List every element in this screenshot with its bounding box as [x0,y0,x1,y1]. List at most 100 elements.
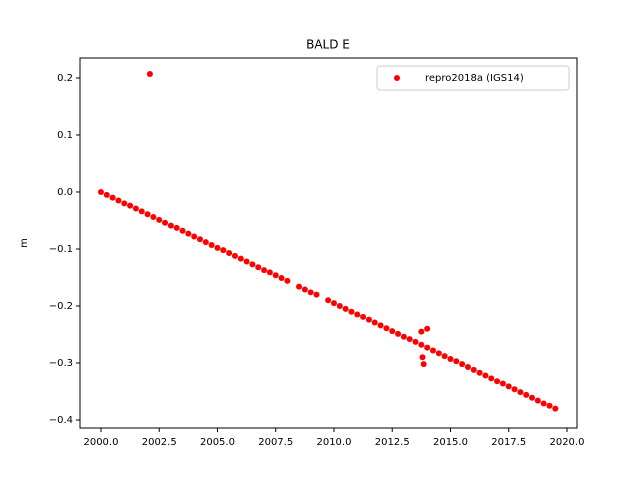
chart-title: BALD E [306,38,350,52]
data-point [214,244,221,251]
data-point [488,375,495,382]
y-tick-label: 0.0 [57,187,73,198]
data-point [494,378,501,385]
legend-marker [394,75,400,81]
data-point [146,70,153,77]
plot-frame [79,57,578,429]
data-point [109,194,116,201]
x-tick-label: 2010.0 [316,437,351,448]
data-point [435,350,442,357]
data-point [330,300,337,307]
x-tick-label: 2005.0 [200,437,235,448]
data-point [534,397,541,404]
data-point [127,202,134,209]
data-point [208,241,215,248]
data-point [377,322,384,329]
data-point [272,272,279,279]
data-point [511,386,518,393]
data-point [156,216,163,223]
data-point [499,380,506,387]
data-point [395,330,402,337]
x-tick-label: 2000.0 [83,437,118,448]
data-point [540,400,547,407]
y-tick-label: −0.1 [49,244,73,255]
data-point [406,336,413,343]
data-point [371,319,378,326]
data-point [453,358,460,365]
x-tick-label: 2007.5 [258,437,293,448]
data-point [365,316,372,323]
data-point [185,230,192,237]
data-point [552,405,559,412]
data-point [420,361,427,368]
data-point [301,286,308,293]
data-point [470,366,477,373]
y-axis-label: m [19,238,30,248]
data-point [482,372,489,379]
data-point [546,402,553,409]
data-point [441,353,448,360]
data-point [342,305,349,312]
data-point [389,328,396,335]
y-tick-label: 0.2 [57,73,73,84]
data-point [220,247,227,254]
data-point [505,383,512,390]
data-point [150,214,157,221]
data-point [336,302,343,309]
data-point [196,236,203,243]
data-point [237,255,244,262]
legend-label: repro2018a (IGS14) [425,73,524,84]
data-point [173,224,180,231]
data-point [360,313,367,320]
data-point [115,197,122,204]
data-point [167,222,174,229]
data-point [464,363,471,370]
data-point [202,239,209,246]
data-point [121,200,128,207]
data-point [383,325,390,332]
data-point [412,338,419,345]
data-point [162,219,169,226]
data-point [418,328,425,335]
data-point [103,191,110,198]
data-point [249,261,256,268]
data-point [523,391,530,398]
data-point [348,308,355,315]
data-point [132,205,139,212]
data-point [447,356,454,363]
y-tick-label: −0.4 [49,415,73,426]
data-point [419,354,426,361]
data-point [261,267,268,274]
data-point [296,283,303,290]
data-point [278,275,285,282]
data-point [243,258,250,265]
y-tick-label: 0.1 [57,130,73,141]
data-point [179,227,186,234]
data-point [424,344,431,351]
data-point [144,211,151,218]
data-point [313,291,320,298]
x-tick-label: 2015.0 [433,437,468,448]
data-point [97,188,104,195]
data-point [459,361,466,368]
x-tick-label: 2020.0 [549,437,584,448]
y-tick-label: −0.3 [49,358,73,369]
data-point [325,297,332,304]
data-point [284,277,291,284]
data-point [226,249,233,256]
data-point [476,369,483,376]
data-point [266,269,273,276]
data-point [255,264,262,271]
x-tick-label: 2002.5 [142,437,177,448]
data-point [307,289,314,296]
x-tick-label: 2012.5 [375,437,410,448]
data-point [430,347,437,354]
data-point [418,341,425,348]
data-point [529,394,536,401]
data-point [191,233,198,240]
data-point [231,252,238,259]
x-tick-label: 2017.5 [491,437,526,448]
data-point [400,333,407,340]
data-point [354,311,361,318]
